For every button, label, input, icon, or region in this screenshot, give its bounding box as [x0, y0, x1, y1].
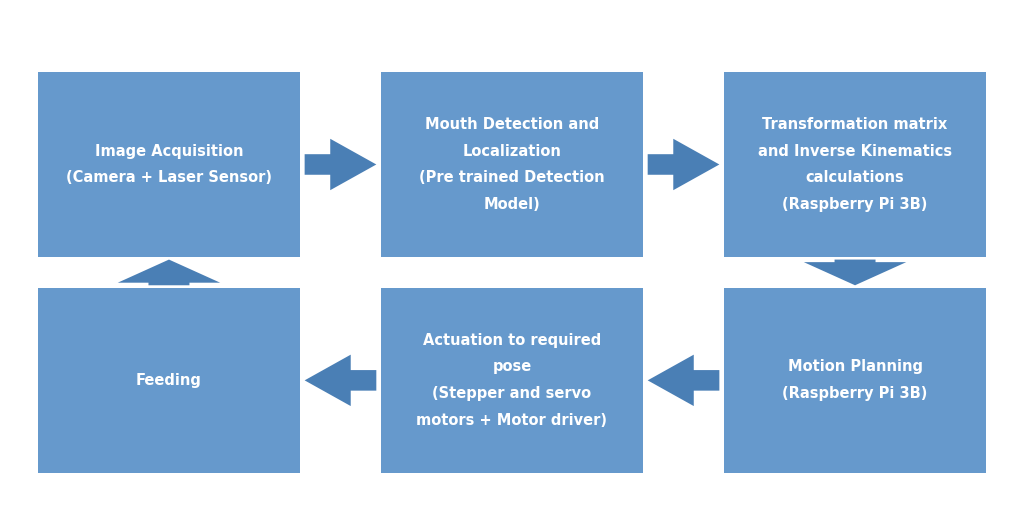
- Text: Motion Planning: Motion Planning: [787, 359, 923, 375]
- FancyArrow shape: [804, 260, 906, 285]
- Text: Feeding: Feeding: [136, 373, 202, 388]
- Text: and Inverse Kinematics: and Inverse Kinematics: [758, 143, 952, 159]
- Text: Image Acquisition: Image Acquisition: [94, 143, 244, 159]
- Text: (Raspberry Pi 3B): (Raspberry Pi 3B): [782, 386, 928, 401]
- FancyBboxPatch shape: [725, 72, 985, 257]
- FancyBboxPatch shape: [39, 288, 299, 473]
- Text: Actuation to required: Actuation to required: [423, 333, 601, 348]
- Text: pose: pose: [493, 359, 531, 375]
- FancyArrow shape: [647, 355, 719, 406]
- FancyBboxPatch shape: [381, 288, 643, 473]
- FancyArrow shape: [305, 355, 377, 406]
- Text: (Raspberry Pi 3B): (Raspberry Pi 3B): [782, 197, 928, 212]
- Text: (Camera + Laser Sensor): (Camera + Laser Sensor): [66, 170, 272, 186]
- Text: calculations: calculations: [806, 170, 904, 186]
- Text: motors + Motor driver): motors + Motor driver): [417, 413, 607, 428]
- FancyArrow shape: [118, 260, 220, 285]
- FancyBboxPatch shape: [725, 288, 985, 473]
- Text: Model): Model): [483, 197, 541, 212]
- Text: (Stepper and servo: (Stepper and servo: [432, 386, 592, 401]
- Text: Transformation matrix: Transformation matrix: [763, 117, 947, 132]
- Text: Localization: Localization: [463, 143, 561, 159]
- Text: (Pre trained Detection: (Pre trained Detection: [419, 170, 605, 186]
- FancyBboxPatch shape: [39, 72, 299, 257]
- FancyArrow shape: [305, 139, 377, 190]
- Text: Mouth Detection and: Mouth Detection and: [425, 117, 599, 132]
- FancyBboxPatch shape: [381, 72, 643, 257]
- FancyArrow shape: [647, 139, 719, 190]
